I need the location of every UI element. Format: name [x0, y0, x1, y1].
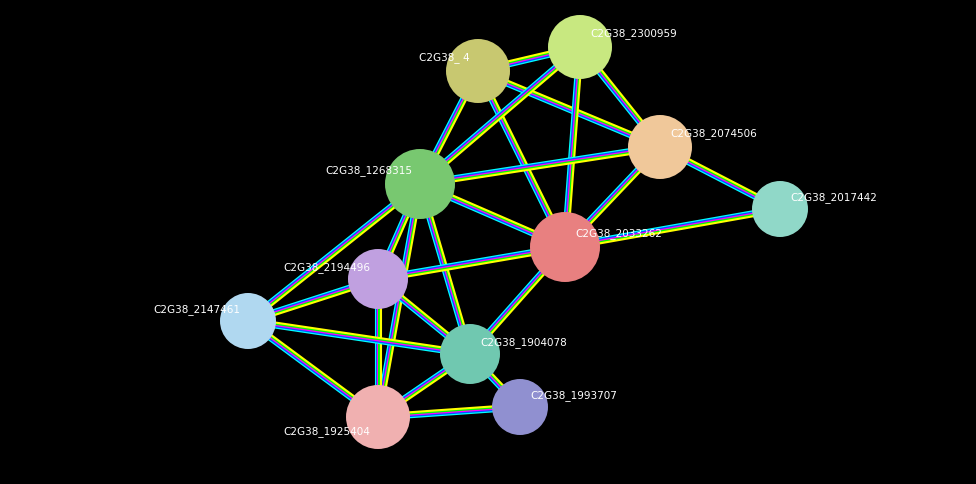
Circle shape: [752, 182, 808, 238]
Circle shape: [440, 324, 500, 384]
Text: C2G38_2300959: C2G38_2300959: [590, 29, 676, 39]
Circle shape: [346, 385, 410, 449]
Circle shape: [492, 379, 548, 435]
Circle shape: [348, 249, 408, 309]
Text: C2G38_2194496: C2G38_2194496: [283, 262, 370, 273]
Text: C2G38_ 4: C2G38_ 4: [420, 52, 470, 63]
Circle shape: [628, 116, 692, 180]
Text: C2G38_1268315: C2G38_1268315: [325, 165, 412, 176]
Circle shape: [446, 40, 510, 104]
Circle shape: [220, 293, 276, 349]
Text: C2G38_1904078: C2G38_1904078: [480, 337, 567, 348]
Circle shape: [548, 16, 612, 80]
Text: C2G38_2074506: C2G38_2074506: [670, 128, 756, 139]
Text: C2G38_1993707: C2G38_1993707: [530, 390, 617, 401]
Text: C2G38_2033262: C2G38_2033262: [575, 228, 662, 239]
Text: C2G38_2147461: C2G38_2147461: [153, 304, 240, 315]
Circle shape: [530, 212, 600, 283]
Text: C2G38_2017442: C2G38_2017442: [790, 192, 876, 203]
Text: C2G38_1925404: C2G38_1925404: [283, 425, 370, 437]
Circle shape: [385, 150, 455, 220]
